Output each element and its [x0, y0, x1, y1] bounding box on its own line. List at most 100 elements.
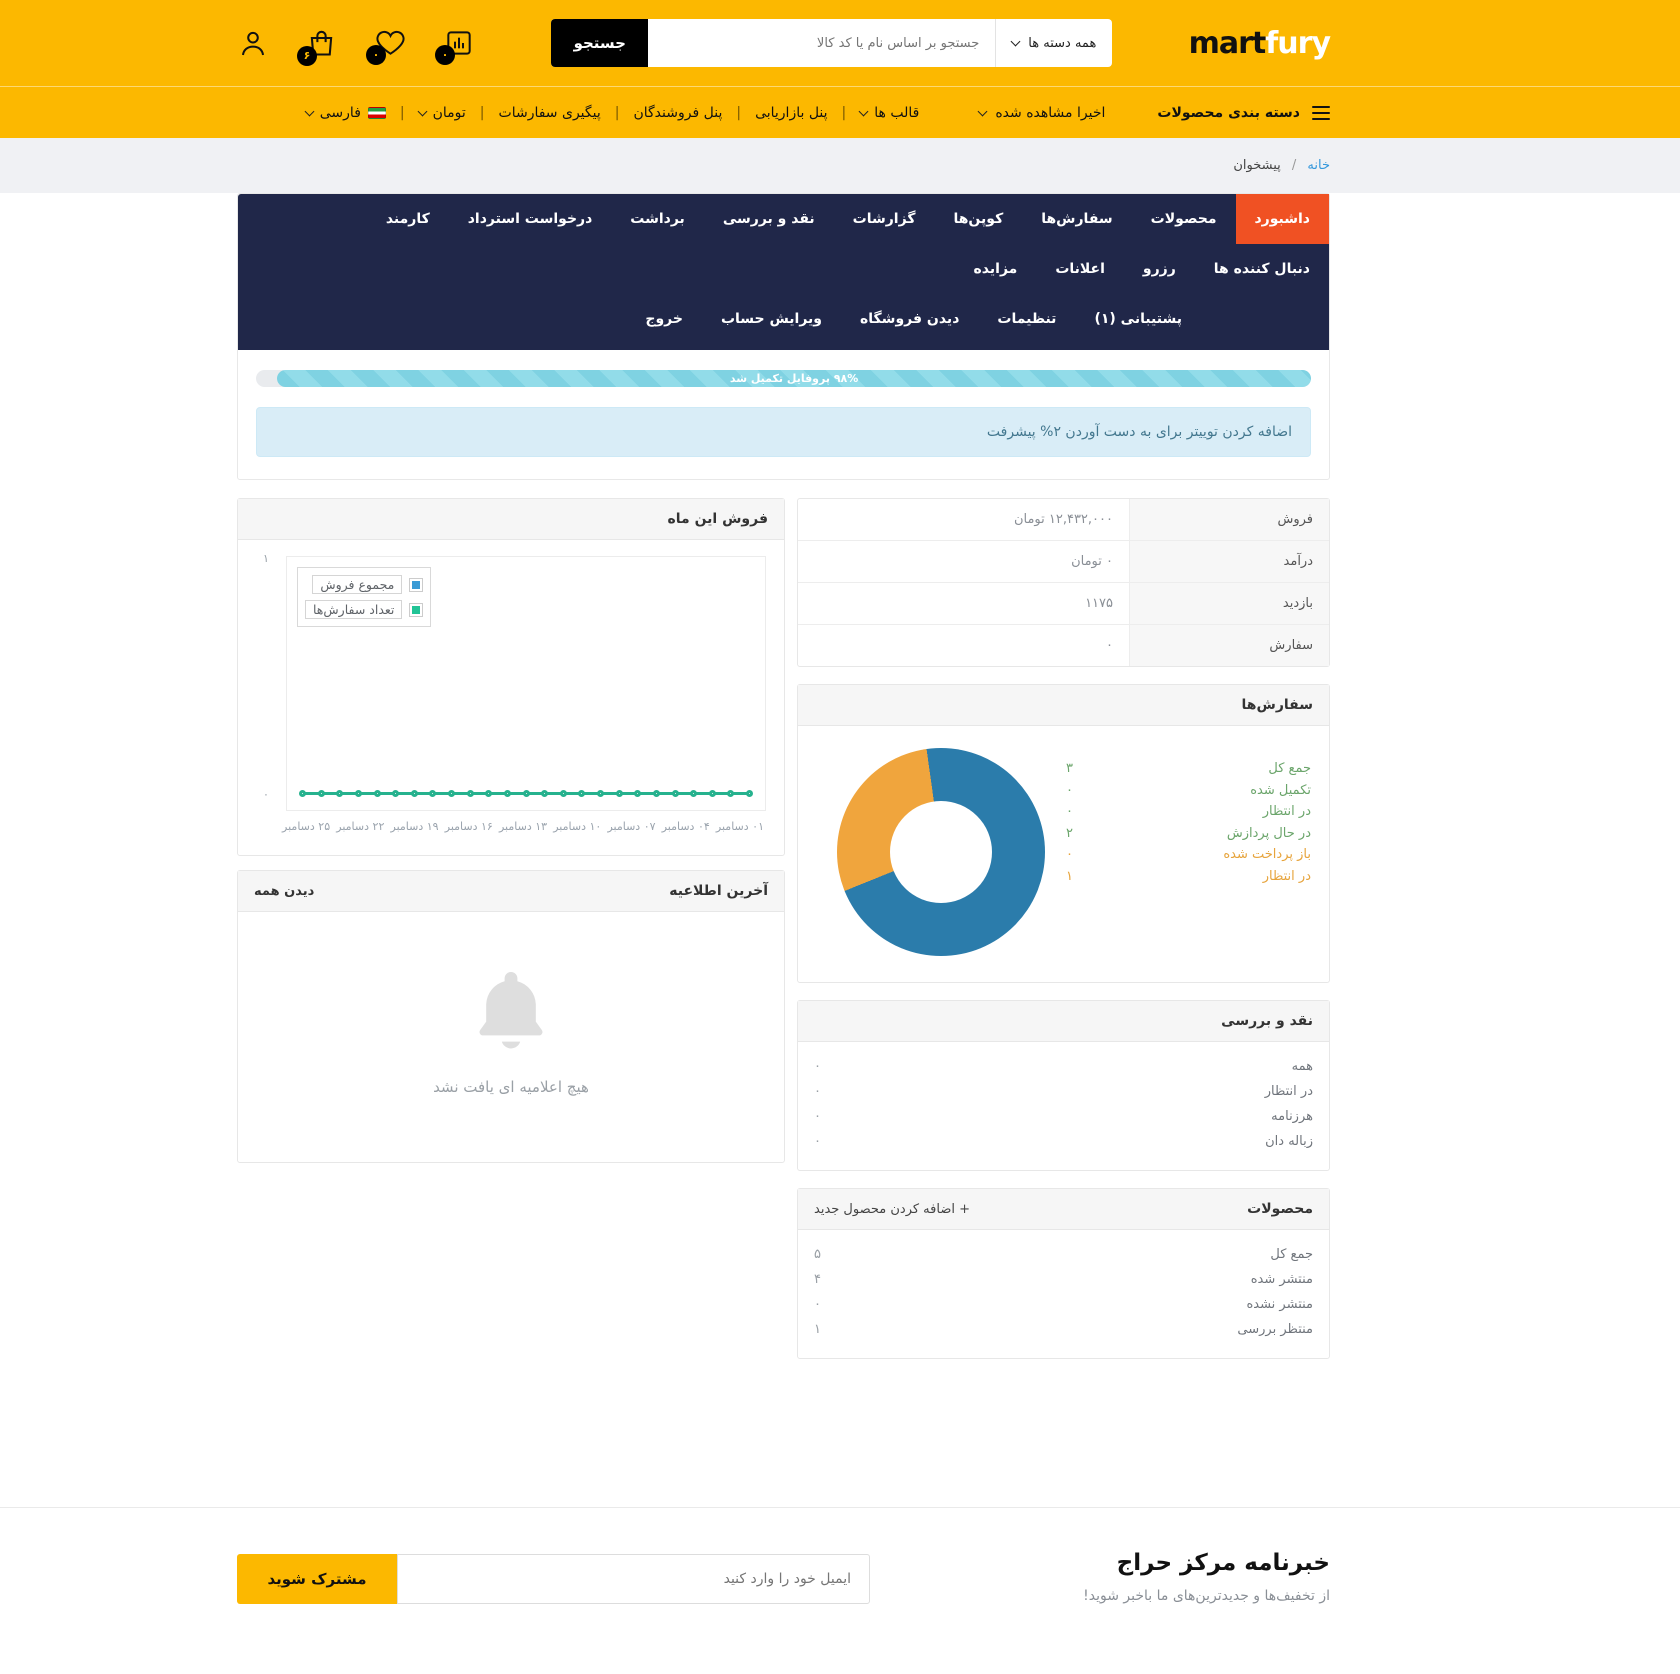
- chart-legend: مجموع فروش تعداد سفارش‌ها: [297, 567, 432, 627]
- row-label: هرزنامه: [1271, 1109, 1313, 1124]
- dashboard-nav-item[interactable]: اعلانات: [1055, 261, 1105, 277]
- search-button[interactable]: جستجو: [551, 19, 649, 67]
- dashboard-nav-item[interactable]: گزارشات: [852, 211, 916, 227]
- search-category-dropdown[interactable]: همه دسته ها: [995, 19, 1112, 67]
- nav-link-marketing-panel[interactable]: پنل بازاریابی: [755, 105, 828, 121]
- nav-link-order-tracking[interactable]: پیگیری سفارشات: [498, 105, 601, 121]
- compare-count-badge: ۰: [435, 45, 455, 65]
- row-value: ۵: [814, 1247, 821, 1262]
- dashboard-nav-item[interactable]: نقد و بررسی: [722, 211, 815, 227]
- legend-label: در انتظار: [1262, 868, 1311, 884]
- orders-panel: سفارش‌ها جمع کل ۳ تکمیل شده: [797, 684, 1330, 983]
- account-button[interactable]: [237, 27, 269, 59]
- dashboard-nav-item[interactable]: کوپن‌ها: [953, 211, 1004, 227]
- legend-value: ۳: [1066, 761, 1073, 776]
- profile-progress-label: ۹۸% پروفایل تکمیل شد: [729, 372, 859, 385]
- product-categories-menu[interactable]: دسته بندی محصولات: [1157, 105, 1330, 121]
- wishlist-button[interactable]: ۰: [366, 27, 407, 65]
- dashboard-nav: داشبورد محصولات سفارش‌ها کوپن‌ها گزارشات نقد …: [238, 194, 1329, 350]
- divider: |: [399, 105, 405, 121]
- legend-row: مجموع فروش: [305, 575, 424, 594]
- data-point-marker: [429, 790, 437, 797]
- left-column: فروش این ماه ۱ ۰ مجموع فروش: [237, 498, 785, 1163]
- data-point-marker: [392, 790, 400, 797]
- stat-label: سفارش: [1129, 625, 1329, 666]
- dashboard-nav-item[interactable]: دیدن فروشگاه: [860, 311, 960, 327]
- dashboard-nav-item[interactable]: درخواست استرداد: [467, 211, 593, 227]
- nav-link-vendors-panel[interactable]: پنل فروشندگان: [633, 105, 723, 121]
- add-product-link[interactable]: + اضافه کردن محصول جدید: [814, 1201, 971, 1217]
- dashboard-nav-item[interactable]: داشبورد: [1235, 194, 1329, 244]
- stat-value: ۰: [1106, 638, 1113, 653]
- data-point-marker: [727, 790, 735, 797]
- legend-value: ۲: [1066, 825, 1073, 841]
- currency-dropdown[interactable]: تومان: [405, 105, 480, 121]
- data-point-marker: [597, 790, 604, 797]
- panel-title: محصولات: [1247, 1201, 1313, 1217]
- cart-button[interactable]: ۶: [297, 27, 338, 66]
- notices-empty-state: هیچ اعلامیه ای یافت نشد: [238, 912, 784, 1162]
- dashboard-nav-item[interactable]: خروج: [645, 311, 683, 327]
- x-axis-tick: ۰۴ دسامبر: [661, 820, 710, 833]
- data-point-marker: [503, 790, 511, 797]
- legend-value: ۰: [1066, 804, 1073, 819]
- list-item: زباله دان ۰: [814, 1129, 1313, 1154]
- dashboard-nav-row-1: داشبورد محصولات سفارش‌ها کوپن‌ها گزارشات نقد …: [238, 194, 1329, 294]
- dashboard-nav-item[interactable]: محصولات: [1150, 211, 1217, 227]
- recently-viewed-menu[interactable]: اخیرا مشاهده شده: [977, 105, 1105, 121]
- dashboard-nav-item[interactable]: پشتیبانی (۱): [1094, 311, 1182, 327]
- newsletter-footer: خبرنامه مرکز حراج از تخفیف‌ها و جدیدترین…: [0, 1507, 1680, 1674]
- language-dropdown[interactable]: فارسی: [292, 105, 400, 121]
- table-row: سفارش ۰: [798, 625, 1329, 666]
- stat-label: بازدید: [1129, 583, 1329, 624]
- compare-button[interactable]: ۰: [435, 27, 475, 65]
- sales-panel-header: فروش این ماه: [238, 499, 784, 540]
- row-value: ۰: [814, 1084, 821, 1099]
- profile-progress-fill: ۹۸% پروفایل تکمیل شد: [277, 370, 1311, 387]
- dashboard-nav-item[interactable]: برداشت: [630, 211, 685, 227]
- data-point-marker: [299, 790, 306, 797]
- dashboard-nav-item[interactable]: تنظیمات: [997, 311, 1057, 327]
- legend-row: جمع کل ۳: [1066, 758, 1311, 780]
- legend-label: مجموع فروش: [312, 575, 403, 594]
- bell-icon: [479, 972, 543, 1049]
- stat-value: ۰ تومان: [1071, 554, 1113, 569]
- breadcrumb-separator: /: [1291, 158, 1297, 173]
- stat-value: ۱۲,۴۳۲,۰۰۰ تومان: [1013, 512, 1113, 527]
- legend-label: تعداد سفارش‌ها: [305, 600, 403, 619]
- martfury-logo[interactable]: martfury: [1189, 25, 1331, 61]
- data-point-marker: [317, 790, 325, 797]
- x-axis-tick: ۰۱ دسامبر: [715, 820, 764, 833]
- stats-panel: فروش ۱۲,۴۳۲,۰۰۰ تومان درآمد ۰ تومان بازد…: [797, 498, 1330, 667]
- dashboard-nav-item[interactable]: رزرو: [1142, 261, 1176, 277]
- reviews-panel: نقد و بررسی همه ۰ در انتظار ۰: [797, 1000, 1330, 1171]
- list-item: منتشر نشده ۰: [814, 1292, 1313, 1317]
- notices-panel-header: آخرین اطلاعیه دیدن همه: [238, 871, 784, 912]
- legend-row: در انتظار ۱: [1066, 866, 1311, 888]
- orders-donut-chart: [837, 748, 1045, 956]
- divider: |: [841, 105, 847, 121]
- dashboard-nav-item[interactable]: دنبال کننده ها: [1213, 261, 1310, 277]
- view-all-link[interactable]: دیدن همه: [254, 883, 315, 899]
- newsletter-email-input[interactable]: [397, 1554, 870, 1604]
- breadcrumb-current: پیشخوان: [1233, 158, 1281, 173]
- breadcrumb-home-link[interactable]: خانه: [1307, 158, 1330, 173]
- y-axis-tick: ۰: [263, 788, 269, 801]
- dashboard-nav-item[interactable]: ویرایش حساب: [720, 311, 823, 327]
- search-input[interactable]: [648, 19, 996, 67]
- info-alert: اضافه کردن توییتر برای به دست آوردن ۲% پ…: [256, 407, 1311, 457]
- row-value: ۰: [814, 1297, 821, 1312]
- dashboard-nav-row-2: پشتیبانی (۱) تنظیمات دیدن فروشگاه ویرایش حس…: [238, 294, 1201, 344]
- data-point-marker: [559, 790, 567, 797]
- dashboard-nav-item[interactable]: سفارش‌ها: [1041, 211, 1113, 227]
- data-point-marker: [708, 790, 716, 797]
- logo-part-fury: fury: [1265, 25, 1331, 61]
- top-header: martfury همه دسته ها جستجو ۰ ۰: [0, 0, 1680, 86]
- row-value: ۰: [814, 1059, 821, 1074]
- orders-panel-header: سفارش‌ها: [798, 685, 1329, 726]
- legend-label: جمع کل: [1268, 761, 1311, 776]
- nav-link-templates[interactable]: قالب ها: [846, 105, 933, 121]
- subscribe-button[interactable]: مشترک شوید: [237, 1554, 397, 1604]
- dashboard-nav-item[interactable]: کارمند: [385, 211, 430, 227]
- dashboard-nav-item[interactable]: مزایده: [973, 261, 1018, 277]
